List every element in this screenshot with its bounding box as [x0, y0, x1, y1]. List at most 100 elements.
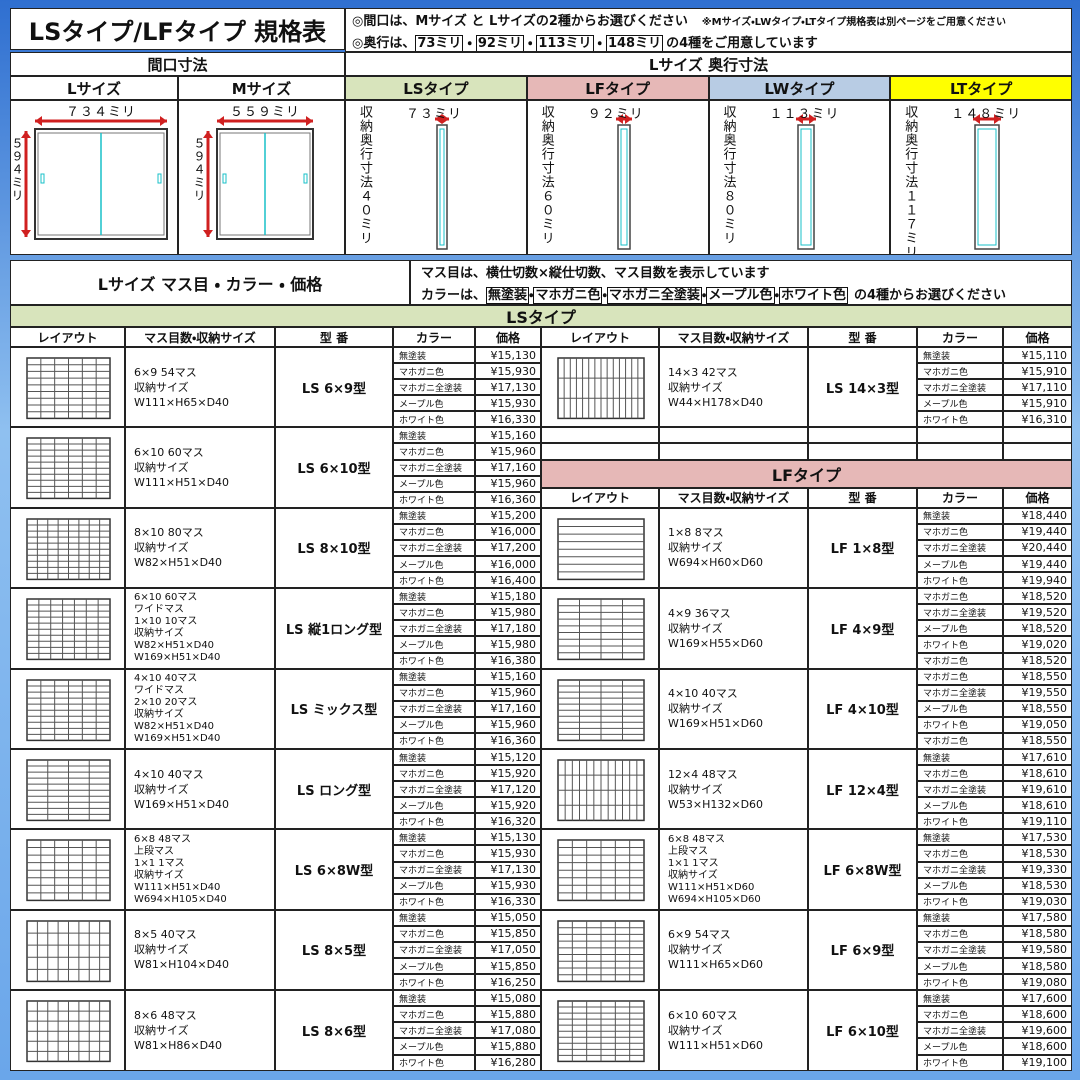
description-line: 8×5 40マス: [134, 928, 197, 942]
color-name: 無塗装: [917, 347, 1003, 364]
description-line: 6×8 48マス: [134, 833, 192, 845]
color-name: 無塗装: [393, 427, 475, 444]
color-name: マホガニ色: [393, 523, 475, 540]
layout-thumbnail: [10, 909, 125, 991]
type-label: LFタイプ: [526, 76, 709, 100]
layout-thumbnail: [541, 909, 659, 991]
layout-thumbnail: [541, 990, 659, 1071]
note-text: の4種からお選びください: [854, 288, 1007, 303]
color-name: 無塗装: [393, 909, 475, 926]
height-label: ５９４ミリ: [192, 137, 206, 202]
illustration: [973, 114, 1002, 250]
shape: [303, 173, 308, 184]
color-name: 無塗装: [393, 347, 475, 364]
description-line: 収納サイズ: [134, 1023, 189, 1037]
description-line: 収納サイズ: [668, 621, 723, 635]
empty-cell: [917, 443, 1003, 460]
color-name: マホガニ全塗装: [917, 861, 1003, 878]
price: ¥19,050: [1003, 716, 1072, 733]
price: ¥16,320: [475, 813, 541, 830]
description: 14×3 42マス 収納サイズ W44×H178×D40: [659, 347, 808, 428]
description: 4×10 40マス 収納サイズ W169×H51×D60: [659, 668, 808, 749]
model: LS ミックス型: [275, 668, 393, 749]
layout-thumbnail: [541, 347, 659, 428]
color-name: ホワイト色: [393, 1054, 475, 1071]
depth-label: １４８ミリ: [951, 107, 1022, 122]
color-name: ホワイト色: [917, 893, 1003, 910]
illustration: [557, 678, 645, 741]
color-name: マホガニ全塗装: [917, 539, 1003, 557]
color-name: 無塗装: [917, 990, 1003, 1007]
color-name: 無塗装: [393, 990, 475, 1007]
price: ¥15,930: [475, 877, 541, 894]
color-name: ホワイト色: [917, 636, 1003, 653]
color-option: マホガニ色: [533, 287, 603, 304]
type-label: LWタイプ: [708, 76, 891, 100]
color-name: ホワイト色: [917, 716, 1003, 733]
description: 8×5 40マス 収納サイズ W81×H104×D40: [125, 909, 275, 991]
price: ¥19,440: [1003, 523, 1072, 540]
color-option: 無塗装: [486, 287, 530, 304]
description: 6×9 54マス 収納サイズ W111×H65×D40: [125, 347, 275, 428]
color-name: マホガニ色: [917, 732, 1003, 749]
color-name: メープル色: [917, 556, 1003, 573]
separator: ・: [602, 288, 607, 303]
color-name: メープル色: [393, 556, 475, 573]
illustration: [26, 678, 111, 741]
color-name: メープル色: [917, 797, 1003, 814]
description-line: 収納サイズ: [134, 782, 189, 796]
description-line: 収納サイズ: [134, 541, 189, 555]
description-line: 4×10 40マス: [668, 687, 738, 701]
price: ¥17,180: [475, 620, 541, 637]
color-name: メープル色: [393, 797, 475, 814]
price: ¥18,550: [1003, 732, 1072, 749]
color-name: メープル色: [917, 395, 1003, 412]
color-name: ホワイト色: [393, 491, 475, 508]
description: 8×6 48マス 収納サイズ W81×H86×D40: [125, 990, 275, 1071]
price: ¥17,080: [475, 1022, 541, 1039]
description-line: W694×H105×D40: [134, 893, 227, 905]
illustration: [26, 920, 111, 982]
empty-cell: [808, 443, 917, 460]
price: ¥15,930: [475, 363, 541, 380]
depth-option: 73ミリ: [415, 34, 464, 51]
shape: [222, 173, 227, 184]
empty-cell: [541, 427, 659, 444]
storage-depth: 収納奥行寸法４０ミリ: [357, 105, 372, 245]
empty-cell: [659, 443, 808, 460]
price: ¥15,180: [475, 588, 541, 605]
description-line: W53×H132×D60: [668, 797, 764, 811]
price: ¥16,330: [475, 411, 541, 428]
column-header: マス目数・収納サイズ: [659, 327, 808, 347]
shape: [796, 124, 815, 250]
separator: ・: [529, 288, 534, 303]
model: LF 6×9型: [808, 909, 917, 991]
model: LF 6×8W型: [808, 829, 917, 910]
description-line: W169×H51×D40: [134, 652, 221, 664]
color-name: マホガニ全塗装: [393, 700, 475, 717]
price: ¥17,600: [1003, 990, 1072, 1007]
layout-thumbnail: [10, 668, 125, 749]
color-name: マホガニ色: [917, 652, 1003, 669]
price: ¥19,330: [1003, 861, 1072, 878]
price: ¥18,600: [1003, 1006, 1072, 1023]
description-line: W111×H65×D40: [134, 395, 230, 409]
color-name: マホガニ全塗装: [917, 604, 1003, 621]
price: ¥15,850: [475, 925, 541, 942]
description-line: 収納サイズ: [668, 1023, 723, 1037]
note-text: の4種をご用意しています: [666, 35, 818, 51]
description-line: 1×8 8マス: [668, 526, 724, 540]
illustration: [557, 759, 645, 822]
color-name: マホガニ色: [917, 845, 1003, 862]
model: LF 4×10型: [808, 668, 917, 749]
price: ¥15,200: [475, 507, 541, 524]
empty-cell: [659, 427, 808, 444]
column-header: カラー: [917, 487, 1003, 508]
price: ¥15,880: [475, 1038, 541, 1055]
description-line: 収納サイズ: [668, 943, 723, 957]
description-line: W169×H51×D40: [134, 732, 221, 744]
title: LSタイプ/LFタイプ 規格表: [10, 8, 345, 50]
illustration: [615, 114, 632, 250]
color-name: メープル色: [917, 1038, 1003, 1055]
color-name: ホワイト色: [393, 572, 475, 589]
